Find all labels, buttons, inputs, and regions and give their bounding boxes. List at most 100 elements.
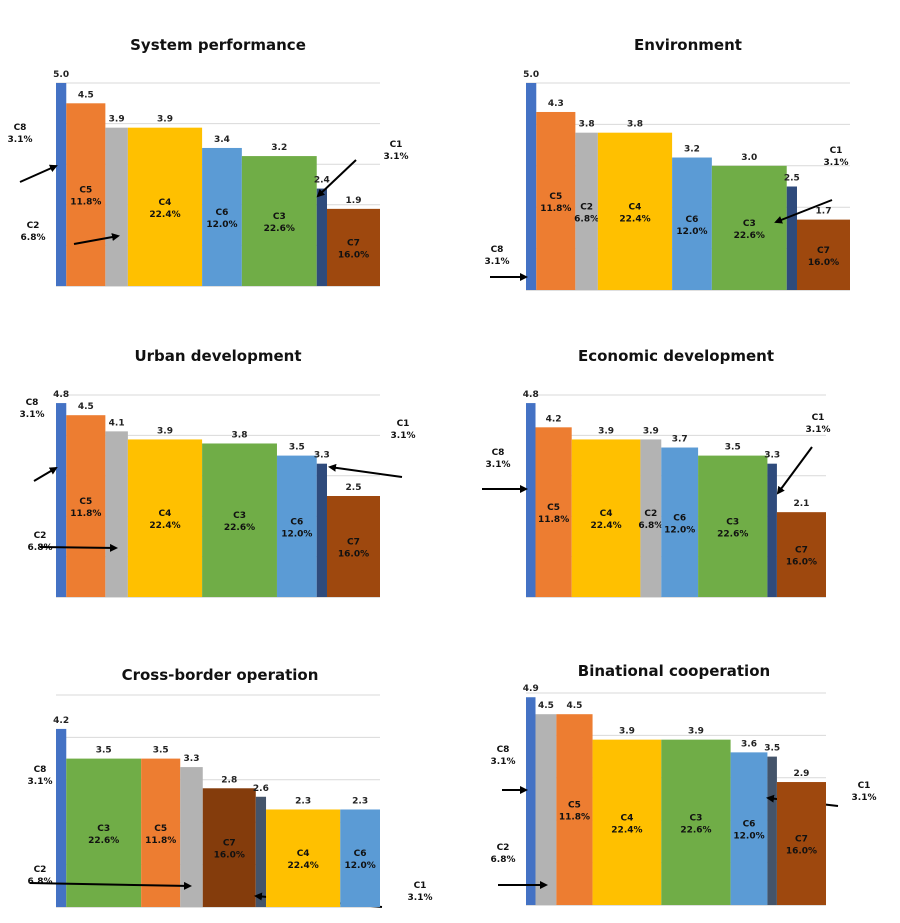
criterion-weight-label: 22.4%: [149, 521, 180, 531]
bar-c8: [526, 697, 536, 905]
data-label: 3.8: [627, 120, 643, 130]
bar-c4: [127, 127, 203, 286]
bar-c4: [597, 132, 673, 290]
bar-c7: [776, 782, 826, 905]
bar-c8: [56, 403, 67, 597]
criterion-weight-label: 3.1%: [391, 431, 416, 441]
data-label: 3.9: [109, 115, 125, 125]
bar-c7: [776, 512, 826, 597]
criterion-weight-label: 12.0%: [664, 525, 695, 535]
criterion-weight-label: 16.0%: [338, 550, 369, 560]
criterion-code-label: C8: [497, 745, 510, 755]
data-label: 3.2: [684, 145, 700, 155]
criterion-code-label: C6: [686, 215, 699, 225]
criterion-code-label: C4: [629, 202, 642, 212]
data-label: 3.5: [153, 746, 169, 756]
chart-panel-6: Binational cooperation 4.9 C8 3.1% 4.5 C2 6.8%…: [491, 662, 877, 906]
criterion-code-label: C5: [154, 824, 167, 834]
bar-c1: [767, 756, 777, 905]
chart-panel-2: Environment 5.0 C8 3.1% 4.3 C5 11.8% 3.8 C2 6.8% 3…: [485, 36, 850, 291]
criterion-weight-label: 22.6%: [88, 836, 119, 846]
criterion-code-label: C8: [26, 398, 39, 408]
data-label: 3.5: [289, 443, 305, 453]
bar-c5: [536, 111, 576, 290]
criterion-weight-label: 16.0%: [808, 258, 839, 268]
data-label: 4.8: [53, 390, 69, 400]
criterion-code-label: C6: [216, 208, 229, 218]
data-label: 2.3: [295, 796, 311, 806]
criterion-weight-label: 11.8%: [145, 836, 176, 846]
criterion-weight-label: 3.1%: [408, 893, 433, 903]
data-label: 3.9: [598, 426, 614, 436]
criterion-weight-label: 11.8%: [70, 198, 101, 208]
criterion-weight-label: 12.0%: [281, 529, 312, 539]
criterion-code-label: C8: [14, 123, 27, 133]
bar-c2: [575, 132, 598, 290]
chart-title: Urban development: [134, 347, 301, 365]
data-label: 3.0: [741, 153, 757, 163]
data-label: 3.9: [619, 727, 635, 737]
criterion-weight-label: 3.1%: [806, 425, 831, 435]
bar-c7: [796, 219, 850, 290]
criterion-code-label: C6: [354, 849, 367, 859]
pointer-arrow: [776, 446, 813, 495]
criterion-code-label: C7: [795, 546, 808, 556]
criterion-weight-label: 3.1%: [852, 793, 877, 803]
criterion-weight-label: 22.4%: [149, 210, 180, 220]
criterion-weight-label: 6.8%: [638, 521, 663, 531]
criterion-weight-label: 3.1%: [28, 777, 53, 787]
bar-c3: [66, 758, 142, 907]
criterion-weight-label: 16.0%: [786, 558, 817, 568]
criterion-weight-label: 12.0%: [206, 220, 237, 230]
criterion-weight-label: 22.6%: [717, 529, 748, 539]
data-label: 2.9: [793, 769, 809, 779]
data-label: 2.4: [314, 176, 330, 186]
criterion-code-label: C3: [233, 511, 246, 521]
data-label: 4.5: [538, 701, 554, 711]
bar-c8: [56, 83, 67, 286]
data-label: 3.5: [96, 746, 112, 756]
criterion-code-label: C2: [34, 865, 47, 875]
data-label: 3.3: [184, 754, 200, 764]
criterion-code-label: C1: [414, 881, 427, 891]
criterion-code-label: C8: [34, 765, 47, 775]
chart-panel-5: Cross-border operation 4.2 C8 3.1% 3.5 C3 22.6…: [28, 666, 433, 908]
bar-c3: [202, 443, 277, 597]
criterion-code-label: C3: [726, 517, 739, 527]
bar-c2: [180, 767, 203, 907]
criterion-weight-label: 6.8%: [28, 877, 53, 887]
chart-panel-4: Economic development 4.8 C8 3.1% 4.2 C5 11.8% 3…: [482, 347, 831, 598]
data-label: 1.7: [816, 207, 832, 217]
criterion-code-label: C5: [549, 192, 562, 202]
bar-c6: [202, 147, 242, 286]
bar-c2: [105, 431, 128, 597]
criterion-weight-label: 22.4%: [619, 214, 650, 224]
chart-title: Environment: [634, 36, 742, 54]
chart-panel-1: System performance 5.0 C8 3.1% 4.5 C5 11.8% 3.9…: [8, 36, 409, 287]
bar-c5: [66, 415, 106, 597]
bar-c5: [66, 103, 106, 286]
criterion-code-label: C1: [830, 146, 843, 156]
data-label: 4.5: [566, 701, 582, 711]
criterion-weight-label: 22.6%: [264, 224, 295, 234]
criterion-weight-label: 3.1%: [384, 152, 409, 162]
criterion-code-label: C5: [547, 503, 560, 513]
data-label: 2.6: [253, 784, 269, 794]
data-label: 5.0: [523, 70, 539, 80]
criterion-code-label: C3: [273, 212, 286, 222]
data-label: 4.9: [523, 684, 539, 694]
data-label: 1.9: [346, 196, 362, 206]
criterion-weight-label: 16.0%: [338, 250, 369, 260]
criterion-code-label: C4: [159, 198, 172, 208]
criterion-weight-label: 3.1%: [486, 460, 511, 470]
data-label: 3.8: [579, 120, 595, 130]
criterion-weight-label: 11.8%: [538, 515, 569, 525]
criterion-code-label: C4: [620, 813, 633, 823]
bar-c8: [56, 728, 67, 907]
bar-c5: [141, 758, 181, 907]
criterion-weight-label: 22.6%: [734, 231, 765, 241]
criterion-weight-label: 3.1%: [20, 410, 45, 420]
criterion-code-label: C2: [644, 509, 657, 519]
data-label: 3.7: [672, 435, 688, 445]
data-label: 3.2: [271, 143, 287, 153]
